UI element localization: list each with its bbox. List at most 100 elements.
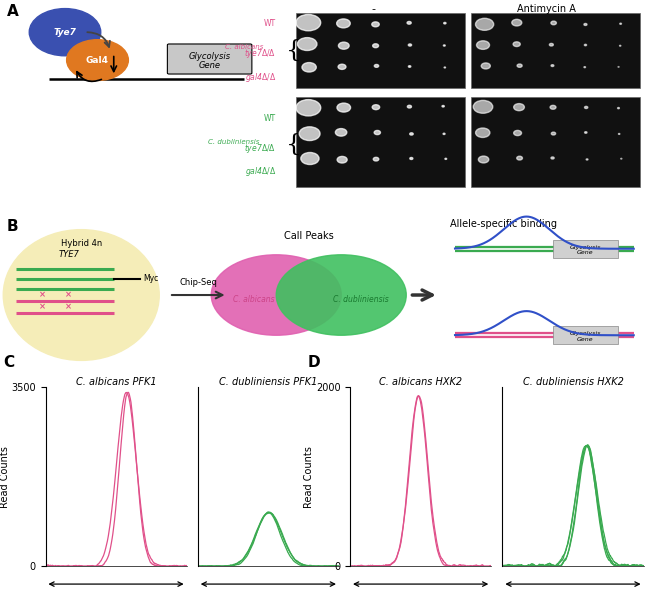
Circle shape	[551, 21, 556, 25]
FancyBboxPatch shape	[552, 240, 618, 258]
FancyBboxPatch shape	[552, 326, 618, 344]
Circle shape	[276, 255, 406, 335]
Text: Tye7: Tye7	[53, 27, 77, 37]
Text: B: B	[6, 219, 18, 234]
Circle shape	[476, 41, 489, 49]
Text: C: C	[3, 355, 14, 370]
Circle shape	[372, 105, 380, 110]
Circle shape	[408, 44, 411, 46]
Text: Glycolysis: Glycolysis	[188, 52, 231, 61]
Circle shape	[298, 38, 317, 51]
Text: WT: WT	[264, 113, 276, 123]
Circle shape	[442, 105, 445, 107]
Text: ×: ×	[65, 303, 72, 312]
Circle shape	[476, 18, 494, 30]
Circle shape	[551, 157, 554, 159]
Bar	[296, 13, 465, 88]
Circle shape	[619, 45, 621, 46]
Circle shape	[335, 129, 347, 136]
Text: C. dubliniensis: C. dubliniensis	[333, 294, 389, 303]
Circle shape	[443, 45, 445, 46]
Circle shape	[443, 134, 445, 135]
Text: D: D	[308, 355, 320, 370]
Text: A: A	[6, 4, 18, 19]
Text: Gene: Gene	[577, 250, 593, 255]
Circle shape	[296, 14, 320, 31]
Circle shape	[337, 103, 350, 112]
Text: {: {	[286, 134, 302, 156]
Circle shape	[302, 63, 317, 72]
Circle shape	[584, 132, 587, 134]
Text: ×: ×	[39, 303, 46, 312]
Circle shape	[586, 159, 588, 160]
Text: Glycolysis: Glycolysis	[569, 244, 601, 250]
Title: C. albicans PFK1: C. albicans PFK1	[75, 377, 157, 387]
Circle shape	[410, 133, 413, 135]
Title: C. dubliniensis PFK1: C. dubliniensis PFK1	[219, 377, 318, 387]
Circle shape	[374, 64, 379, 67]
Circle shape	[514, 131, 521, 136]
Text: -: -	[372, 4, 376, 14]
Circle shape	[408, 66, 411, 67]
Text: tye7$\Delta/\Delta$: tye7$\Delta/\Delta$	[244, 141, 276, 154]
Circle shape	[513, 42, 520, 46]
Bar	[471, 13, 640, 88]
Circle shape	[481, 63, 490, 69]
Title: C. albicans HXK2: C. albicans HXK2	[379, 377, 462, 387]
Text: Gene: Gene	[577, 337, 593, 342]
Circle shape	[29, 8, 101, 56]
Circle shape	[618, 107, 619, 108]
Circle shape	[550, 105, 556, 109]
Circle shape	[584, 106, 588, 108]
Title: C. dubliniensis HXK2: C. dubliniensis HXK2	[523, 377, 623, 387]
Text: Antimycin A: Antimycin A	[517, 4, 575, 14]
Circle shape	[478, 156, 489, 163]
Circle shape	[620, 23, 621, 24]
Y-axis label: Read Counts: Read Counts	[0, 446, 10, 508]
Ellipse shape	[3, 229, 159, 361]
Bar	[471, 97, 640, 187]
Circle shape	[584, 23, 587, 26]
Text: Allele-specific binding: Allele-specific binding	[450, 219, 557, 229]
Circle shape	[301, 153, 319, 164]
Text: Glycolysis: Glycolysis	[569, 331, 601, 336]
Text: ×: ×	[39, 290, 46, 299]
Circle shape	[584, 67, 586, 68]
Text: C. albicans: C. albicans	[233, 294, 274, 303]
Text: TYE7: TYE7	[58, 250, 79, 259]
Circle shape	[339, 42, 349, 49]
Circle shape	[373, 157, 379, 161]
Circle shape	[444, 23, 446, 24]
Circle shape	[338, 64, 346, 69]
Text: tye7$\Delta/\Delta$: tye7$\Delta/\Delta$	[244, 47, 276, 60]
Circle shape	[211, 255, 341, 335]
Circle shape	[584, 44, 586, 46]
Text: C. albicans: C. albicans	[224, 44, 263, 50]
Circle shape	[410, 157, 413, 160]
Circle shape	[514, 104, 525, 111]
Circle shape	[517, 156, 523, 160]
Text: C. dubliniensis: C. dubliniensis	[208, 139, 260, 145]
Circle shape	[337, 156, 347, 163]
Circle shape	[66, 40, 129, 80]
Text: Hybrid 4n: Hybrid 4n	[60, 238, 102, 248]
Circle shape	[551, 65, 554, 67]
Text: Gene: Gene	[199, 61, 220, 70]
Circle shape	[512, 19, 522, 26]
Circle shape	[473, 100, 493, 113]
FancyBboxPatch shape	[168, 44, 252, 74]
Text: Gal4: Gal4	[86, 55, 109, 64]
Circle shape	[549, 44, 553, 46]
Text: {: {	[286, 39, 302, 62]
Text: WT: WT	[264, 19, 276, 28]
Text: gal4$\Delta/\Delta$: gal4$\Delta/\Delta$	[245, 165, 276, 178]
Circle shape	[374, 131, 380, 135]
Y-axis label: Read Counts: Read Counts	[304, 446, 315, 508]
Circle shape	[551, 132, 556, 135]
Text: Chip-Seq: Chip-Seq	[179, 278, 217, 287]
Circle shape	[476, 128, 490, 138]
Circle shape	[407, 21, 411, 24]
Circle shape	[372, 22, 379, 27]
Bar	[296, 97, 465, 187]
Text: ×: ×	[65, 290, 72, 299]
